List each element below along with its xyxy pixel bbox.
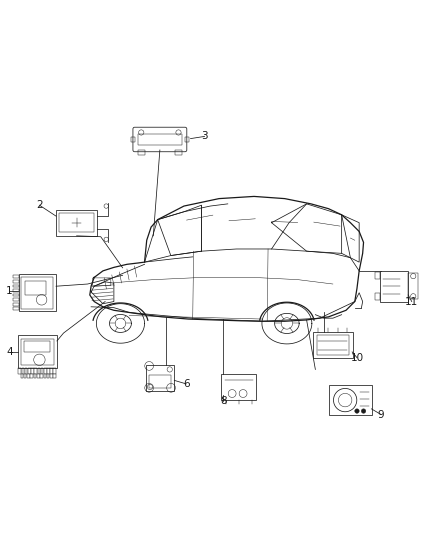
Bar bbox=[14, 289, 18, 292]
Bar bbox=[34, 374, 36, 378]
Bar bbox=[24, 374, 27, 378]
Bar bbox=[41, 368, 43, 374]
Bar bbox=[44, 368, 46, 374]
Text: 10: 10 bbox=[350, 353, 364, 362]
Bar bbox=[18, 368, 21, 374]
Bar bbox=[14, 280, 18, 282]
Bar bbox=[27, 374, 30, 378]
Text: 11: 11 bbox=[405, 296, 418, 306]
Text: 6: 6 bbox=[183, 379, 190, 389]
Bar bbox=[40, 374, 43, 378]
Bar bbox=[21, 374, 23, 378]
Bar bbox=[14, 308, 18, 310]
Text: 8: 8 bbox=[220, 397, 227, 406]
Circle shape bbox=[361, 409, 366, 413]
Bar bbox=[14, 285, 18, 287]
Bar bbox=[50, 374, 53, 378]
Bar bbox=[138, 150, 145, 155]
Circle shape bbox=[355, 409, 359, 413]
Bar bbox=[50, 368, 53, 374]
Bar bbox=[25, 368, 28, 374]
Bar bbox=[44, 374, 46, 378]
Bar bbox=[374, 272, 380, 279]
Bar bbox=[28, 368, 31, 374]
Bar bbox=[31, 368, 34, 374]
Bar bbox=[34, 368, 37, 374]
Bar bbox=[37, 374, 39, 378]
Bar bbox=[14, 276, 18, 278]
Bar bbox=[47, 368, 49, 374]
Bar bbox=[175, 150, 182, 155]
Text: 1: 1 bbox=[5, 286, 12, 296]
Bar bbox=[14, 294, 18, 296]
Text: 2: 2 bbox=[36, 200, 43, 210]
Bar bbox=[53, 368, 56, 374]
Text: 9: 9 bbox=[378, 409, 385, 419]
Bar bbox=[14, 303, 18, 305]
Bar bbox=[53, 374, 56, 378]
Bar bbox=[47, 374, 49, 378]
Bar bbox=[31, 374, 33, 378]
Text: 4: 4 bbox=[6, 347, 13, 357]
Bar bbox=[374, 293, 380, 300]
Bar bbox=[21, 368, 24, 374]
Bar bbox=[38, 368, 40, 374]
Bar bbox=[14, 298, 18, 301]
Text: 3: 3 bbox=[201, 132, 208, 141]
